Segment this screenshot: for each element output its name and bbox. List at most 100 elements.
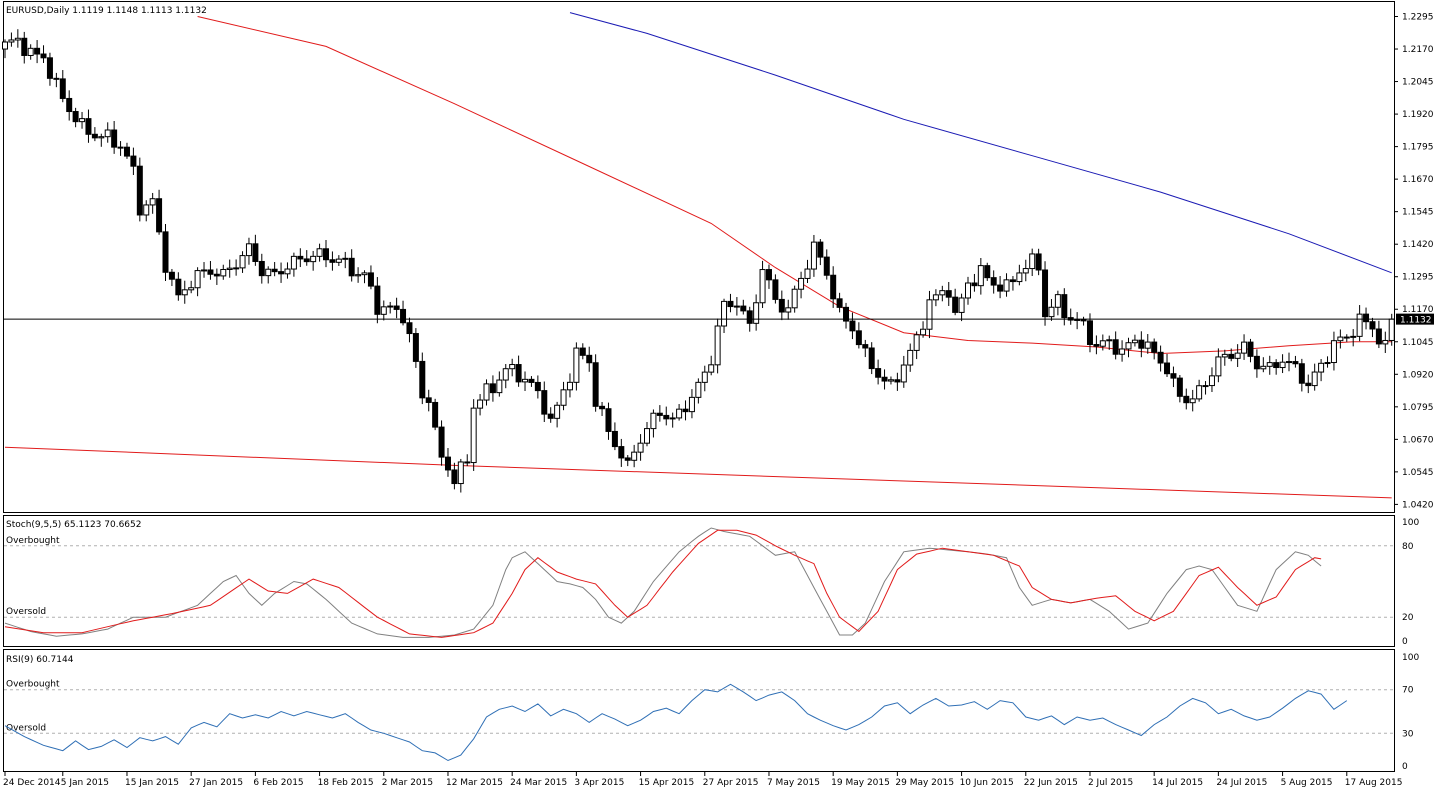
bull-candle (1311, 371, 1318, 387)
bull-candle (1241, 341, 1248, 354)
bull-candle (1016, 272, 1023, 283)
bull-candle (483, 383, 490, 401)
bear-candle (778, 298, 785, 313)
bear-candle (663, 414, 670, 420)
time-tick-label: 24 Mar 2015 (510, 778, 567, 788)
price-tick-label: 1.0545 (1402, 468, 1434, 478)
bull-candle (913, 334, 920, 351)
bear-candle (1112, 339, 1119, 355)
rsi-levels: Overbought Oversold 100 70 30 0 (4, 653, 1419, 772)
chart-title: EURUSD,Daily 1.1119 1.1148 1.1113 1.1132 (6, 6, 207, 16)
bear-candle (419, 360, 426, 399)
bull-candle (566, 381, 573, 391)
time-tick-label: 15 Apr 2015 (639, 778, 695, 788)
moving-average-line-1 (197, 16, 1392, 355)
bull-candle (1054, 294, 1061, 308)
bear-candle (772, 279, 779, 300)
bear-candle (1157, 351, 1164, 364)
time-tick-label: 24 Dec 2014 (3, 778, 61, 788)
axis-tick-label: 100 (1402, 653, 1419, 663)
moving-average-line-2 (569, 12, 1392, 274)
time-tick-label: 14 Jul 2015 (1152, 778, 1203, 788)
bull-candle (1215, 356, 1222, 377)
bear-candle (393, 305, 400, 310)
time-tick-label: 19 May 2015 (831, 778, 890, 788)
bear-candle (175, 278, 182, 296)
price-tick-label: 1.1920 (1402, 110, 1434, 120)
axis-tick-label: 70 (1402, 686, 1414, 696)
bear-candle (997, 284, 1004, 292)
bull-candle (1221, 353, 1228, 358)
bear-candle (1363, 313, 1370, 323)
bull-candle (355, 274, 362, 277)
bull-candle (14, 37, 21, 41)
bull-candle (701, 371, 708, 383)
bear-candle (400, 308, 407, 324)
bear-candle (46, 57, 53, 79)
bear-candle (746, 310, 753, 324)
level-label-overbought: Overbought (6, 536, 60, 546)
time-tick-label: 7 May 2015 (767, 778, 820, 788)
bear-candle (130, 155, 137, 167)
bear-candle (53, 77, 60, 80)
price-tick-label: 1.0670 (1402, 435, 1434, 445)
bull-candle (977, 265, 984, 287)
axis-tick-label: 20 (1402, 613, 1414, 623)
bear-candle (111, 129, 118, 148)
bull-candle (1356, 313, 1363, 337)
bear-candle (1151, 341, 1158, 353)
series-line-signal (4, 529, 1322, 638)
rsi-line (4, 683, 1348, 762)
stochastic-panel-frame (3, 515, 1395, 647)
price-tick-label: 1.0420 (1402, 500, 1434, 510)
bull-candle (1196, 385, 1203, 400)
axis-tick-label: 0 (1402, 637, 1408, 647)
price-panel-frame (3, 1, 1395, 513)
bear-candle (162, 231, 169, 273)
bear-candle (1086, 320, 1093, 346)
bear-candle (1292, 361, 1299, 365)
bear-candle (586, 354, 593, 364)
bear-candle (1369, 321, 1376, 330)
bull-candle (8, 39, 15, 43)
time-tick-label: 12 Mar 2015 (446, 778, 503, 788)
price-tick-label: 1.1545 (1402, 208, 1434, 218)
bull-candle (265, 268, 272, 277)
bear-candle (618, 446, 625, 459)
bear-candle (136, 165, 143, 216)
bear-candle (1080, 318, 1087, 322)
time-tick-label: 10 Jun 2015 (960, 778, 1014, 788)
bull-candle (143, 204, 150, 216)
bear-candle (727, 300, 734, 308)
time-tick-label: 5 Jan 2015 (61, 778, 109, 788)
bear-candle (207, 269, 214, 275)
bull-candle (290, 255, 297, 270)
bull-candle (920, 328, 927, 336)
bear-candle (303, 258, 310, 263)
bull-candle (1208, 375, 1215, 387)
bear-candle (945, 290, 952, 298)
bull-candle (310, 255, 317, 263)
bull-candle (1337, 336, 1344, 342)
bear-candle (489, 383, 496, 394)
bear-candle (579, 347, 586, 356)
bull-candle (1266, 362, 1273, 367)
bull-candle (695, 381, 702, 398)
bull-candle (477, 399, 484, 409)
bull-candle (457, 461, 464, 485)
bull-candle (887, 379, 894, 382)
bull-candle (644, 428, 650, 444)
bull-candle (1119, 348, 1126, 355)
bull-candle (759, 269, 766, 304)
bull-candle (753, 302, 760, 324)
bull-candle (1286, 361, 1292, 364)
moving-averages (4, 12, 1392, 499)
bear-candle (894, 379, 901, 383)
bull-candle (149, 198, 156, 206)
bear-candle (1228, 353, 1235, 359)
bull-candle (2, 41, 8, 50)
bear-candle (156, 198, 163, 233)
bull-candle (560, 389, 567, 406)
bear-candle (682, 408, 689, 413)
bear-candle (1138, 339, 1145, 349)
